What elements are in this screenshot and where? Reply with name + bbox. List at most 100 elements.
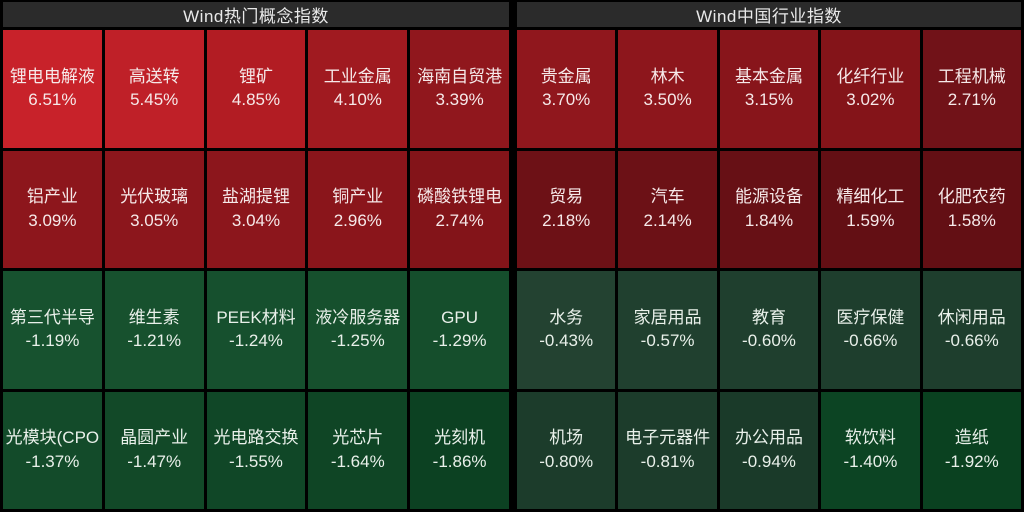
index-name: 林木: [650, 66, 685, 86]
heatmap-cell[interactable]: 精细化工 1.59%: [821, 150, 920, 268]
heatmap-cell[interactable]: 基本金属 3.15%: [719, 30, 819, 148]
index-name: GPU: [441, 307, 479, 327]
index-change-pct: 4.85%: [231, 90, 281, 110]
index-name: 海南自贸港: [417, 66, 503, 86]
index-change-pct: -0.43%: [539, 331, 594, 351]
heatmap-cell[interactable]: 光电路交换 -1.55%: [206, 391, 306, 509]
index-change-pct: 5.45%: [130, 90, 179, 110]
index-name: 汽车: [650, 187, 685, 207]
heatmap-grid-industry: 贵金属 3.70% 林木 3.50% 基本金属 3.15% 化纤行业 3.02%…: [514, 27, 1024, 512]
index-name: 基本金属: [734, 66, 803, 86]
index-name: 光芯片: [332, 428, 384, 448]
index-name: 光电路交换: [213, 428, 299, 448]
index-change-pct: 3.02%: [846, 90, 895, 110]
index-change-pct: -1.25%: [330, 331, 385, 351]
heatmap-cell[interactable]: 造纸 -1.92%: [922, 391, 1021, 509]
heatmap-cell[interactable]: 光模块(CPO -1.37%: [3, 391, 102, 509]
heatmap-cell[interactable]: 第三代半导 -1.19%: [3, 271, 102, 389]
heatmap-cell[interactable]: 医疗保健 -0.66%: [821, 271, 920, 389]
heatmap-cell[interactable]: 光芯片 -1.64%: [308, 391, 408, 509]
index-name: 办公用品: [734, 428, 803, 448]
index-name: 盐湖提锂: [221, 187, 290, 207]
index-name: 水务: [549, 307, 584, 327]
index-name: 医疗保健: [836, 307, 905, 327]
index-change-pct: 3.05%: [130, 210, 179, 230]
heatmap-cell[interactable]: 海南自贸港 3.39%: [410, 30, 509, 148]
index-change-pct: -1.24%: [229, 331, 283, 351]
index-change-pct: -0.80%: [539, 451, 594, 471]
heatmap-cell[interactable]: 化肥农药 1.58%: [922, 150, 1021, 268]
index-change-pct: 1.84%: [744, 210, 794, 230]
heatmap-cell[interactable]: 液冷服务器 -1.25%: [308, 271, 408, 389]
index-name: 能源设备: [734, 187, 803, 207]
index-name: 工程机械: [937, 66, 1006, 86]
heatmap-cell[interactable]: 能源设备 1.84%: [719, 150, 819, 268]
index-name: 光模块(CPO: [5, 428, 100, 448]
index-change-pct: -1.29%: [432, 331, 487, 351]
index-change-pct: 3.39%: [435, 90, 484, 110]
heatmap-cell[interactable]: 家居用品 -0.57%: [618, 271, 717, 389]
heatmap-cell[interactable]: 锂矿 4.85%: [206, 30, 306, 148]
index-change-pct: 2.74%: [435, 210, 484, 230]
index-change-pct: 6.51%: [28, 90, 77, 110]
index-name: 高送转: [128, 66, 180, 86]
heatmap-cell[interactable]: 机场 -0.80%: [517, 391, 616, 509]
index-change-pct: 2.71%: [947, 90, 996, 110]
index-name: 工业金属: [323, 66, 392, 86]
index-name: PEEK材料: [216, 307, 296, 327]
heatmap-cell[interactable]: 贸易 2.18%: [517, 150, 616, 268]
index-change-pct: -0.60%: [742, 331, 796, 351]
index-name: 晶圆产业: [120, 428, 189, 448]
heatmap-cell[interactable]: 铜产业 2.96%: [308, 150, 408, 268]
heatmap-cell[interactable]: 光刻机 -1.86%: [410, 391, 509, 509]
heatmap-cell[interactable]: 汽车 2.14%: [618, 150, 717, 268]
index-change-pct: -0.57%: [640, 331, 695, 351]
index-change-pct: -1.40%: [843, 451, 898, 471]
heatmap-cell[interactable]: 教育 -0.60%: [719, 271, 819, 389]
index-name: 第三代半导: [9, 307, 95, 327]
index-change-pct: -0.66%: [944, 331, 999, 351]
heatmap-cell[interactable]: 高送转 5.45%: [104, 30, 204, 148]
index-change-pct: -1.21%: [127, 331, 182, 351]
heatmap-cell[interactable]: 化纤行业 3.02%: [821, 30, 920, 148]
heatmap-cell[interactable]: 贵金属 3.70%: [517, 30, 616, 148]
index-change-pct: 2.18%: [542, 210, 591, 230]
heatmap-cell[interactable]: 工业金属 4.10%: [308, 30, 408, 148]
panel-china-industry-indices: Wind中国行业指数 贵金属 3.70% 林木 3.50% 基本金属 3.15%…: [512, 0, 1024, 512]
index-name: 锂矿: [238, 66, 273, 86]
index-change-pct: -0.81%: [640, 451, 695, 471]
index-change-pct: -0.94%: [742, 451, 796, 471]
heatmap-cell[interactable]: 水务 -0.43%: [517, 271, 616, 389]
heatmap-cell[interactable]: 电子元器件 -0.81%: [618, 391, 717, 509]
heatmap-cell[interactable]: 休闲用品 -0.66%: [922, 271, 1021, 389]
index-name: 液冷服务器: [315, 307, 401, 327]
index-change-pct: -1.86%: [432, 451, 487, 471]
index-change-pct: 3.04%: [231, 210, 281, 230]
panel-title-hot-concept: Wind热门概念指数: [3, 2, 509, 27]
index-change-pct: -1.55%: [229, 451, 283, 471]
index-change-pct: 4.10%: [333, 90, 382, 110]
heatmap-cell[interactable]: 光伏玻璃 3.05%: [104, 150, 204, 268]
index-change-pct: -1.47%: [127, 451, 182, 471]
heatmap-cell[interactable]: 办公用品 -0.94%: [719, 391, 819, 509]
heatmap-cell[interactable]: PEEK材料 -1.24%: [206, 271, 306, 389]
heatmap-cell[interactable]: 盐湖提锂 3.04%: [206, 150, 306, 268]
index-change-pct: -1.19%: [25, 331, 80, 351]
heatmap-cell[interactable]: 锂电电解液 6.51%: [3, 30, 102, 148]
heatmap-cell[interactable]: 晶圆产业 -1.47%: [104, 391, 204, 509]
heatmap-cell[interactable]: 软饮料 -1.40%: [821, 391, 920, 509]
index-change-pct: -1.92%: [944, 451, 999, 471]
heatmap-cell[interactable]: GPU -1.29%: [410, 271, 509, 389]
heatmap-cell[interactable]: 磷酸铁锂电 2.74%: [410, 150, 509, 268]
index-name: 教育: [751, 307, 786, 327]
index-name: 维生素: [128, 307, 180, 327]
heatmap-cell[interactable]: 工程机械 2.71%: [922, 30, 1021, 148]
heatmap-cell[interactable]: 林木 3.50%: [618, 30, 717, 148]
index-name: 化纤行业: [836, 66, 905, 86]
index-change-pct: 2.96%: [333, 210, 382, 230]
index-name: 光伏玻璃: [120, 187, 189, 207]
index-name: 铜产业: [332, 187, 384, 207]
heatmap-cell[interactable]: 维生素 -1.21%: [104, 271, 204, 389]
heatmap-cell[interactable]: 铝产业 3.09%: [3, 150, 102, 268]
